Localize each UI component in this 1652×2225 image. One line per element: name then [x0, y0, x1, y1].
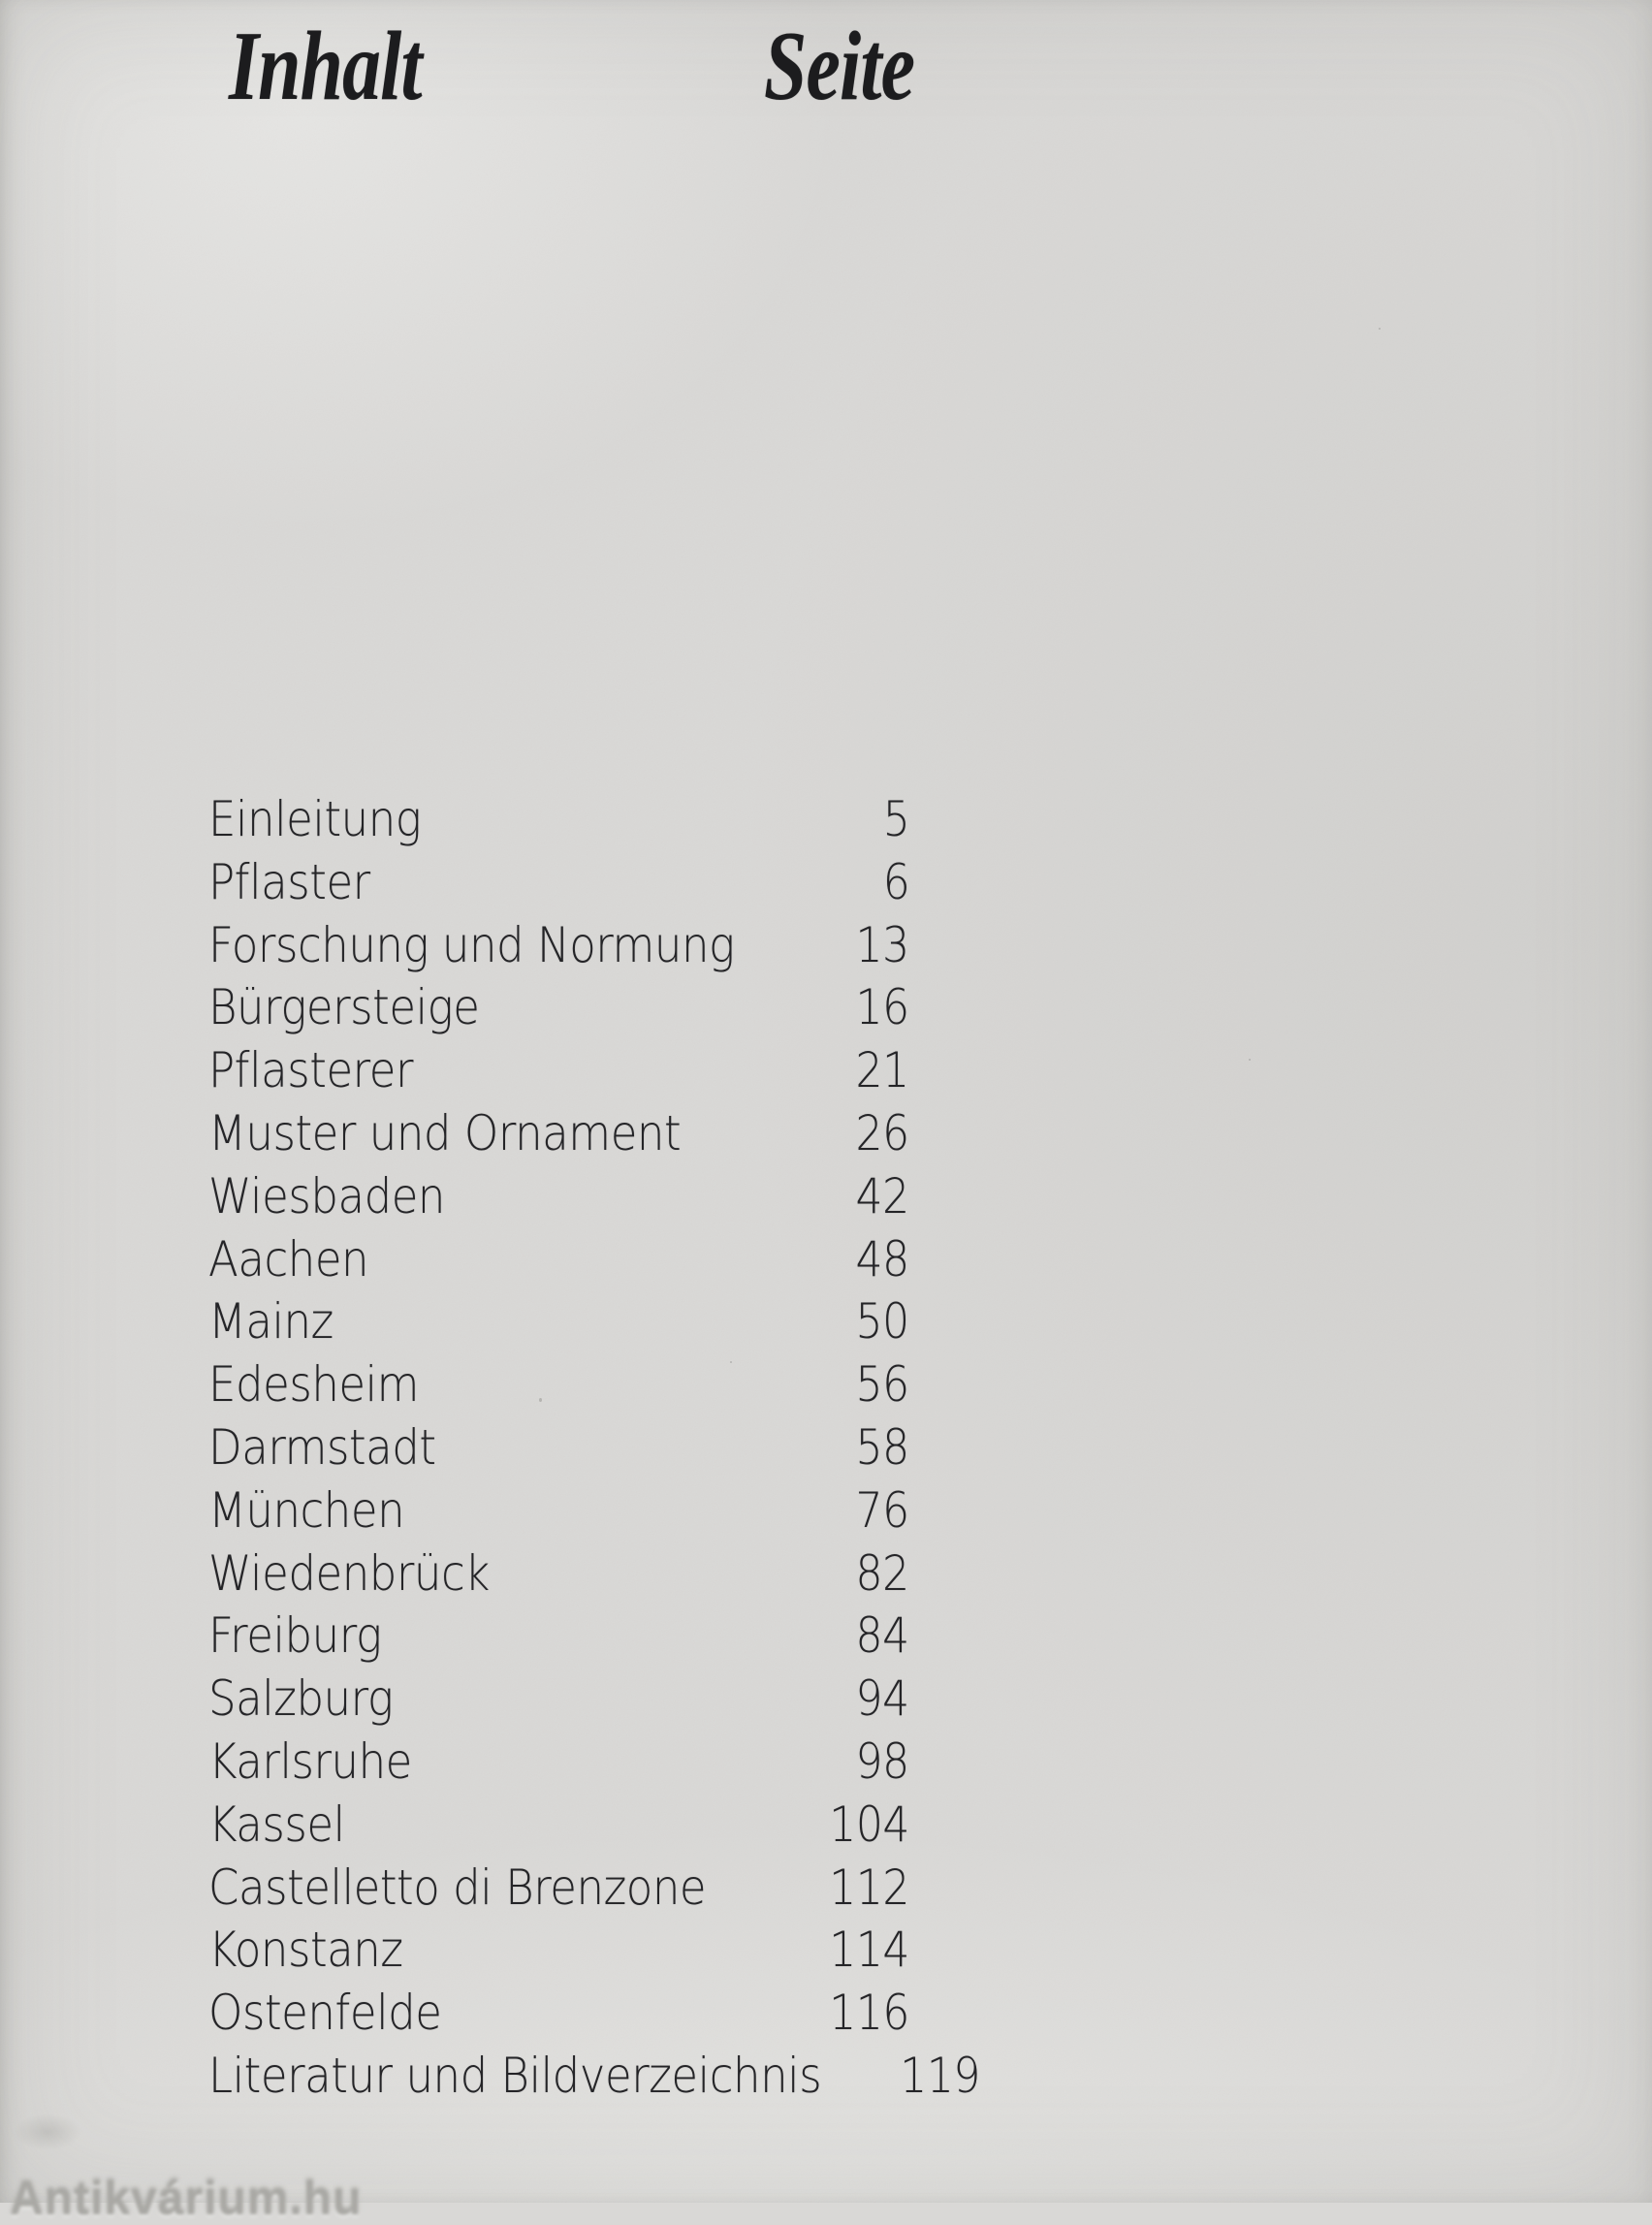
toc-entry-title: Karlsruhe	[208, 1732, 412, 1790]
toc-entry-title: Forschung und Normung	[208, 916, 735, 973]
toc-row: Ostenfelde 116	[208, 1982, 909, 2045]
toc-row: Freiburg 84	[208, 1605, 909, 1668]
toc-entry-page-number: 48	[855, 1230, 910, 1287]
toc-entry-page-number: 50	[855, 1293, 910, 1351]
toc-row: Pflaster 6	[208, 851, 909, 914]
toc-entry-title: Muster und Ornament	[208, 1104, 682, 1161]
toc-entry-page-number: 119	[900, 2047, 981, 2104]
scan-speck	[1249, 1059, 1251, 1061]
toc-entry-title: Pflaster	[208, 853, 370, 910]
toc-entry-title: Ostenfelde	[208, 1985, 442, 2042]
toc-row: Bürgersteige 16	[208, 976, 909, 1039]
toc-entry-title: Konstanz	[208, 1922, 403, 1979]
toc-entry-page-number: 56	[855, 1356, 910, 1414]
scan-speck	[1379, 328, 1381, 330]
toc-entry-page-number: 84	[855, 1607, 910, 1665]
toc-entry-page-number: 58	[855, 1418, 910, 1476]
toc-row: Wiedenbrück 82	[208, 1542, 909, 1605]
toc-entry-page-number: 104	[829, 1796, 909, 1853]
watermark-text: Antikvárium.hu	[10, 2174, 363, 2225]
toc-row: München 76	[208, 1479, 909, 1542]
toc-list: Einleitung 5 Pflaster 6 Forschung und Normun…	[208, 788, 981, 2108]
toc-row: Konstanz 114	[208, 1919, 909, 1982]
toc-entry-page-number: 42	[855, 1167, 910, 1224]
toc-entry-title: Wiedenbrück	[208, 1544, 490, 1602]
toc-row: Karlsruhe 98	[208, 1731, 909, 1794]
toc-row: Mainz 50	[208, 1290, 909, 1353]
toc-row: Kassel 104	[208, 1794, 909, 1857]
toc-entry-title: München	[208, 1481, 405, 1539]
toc-row: Edesheim 56	[208, 1353, 909, 1416]
toc-entry-title: Einleitung	[208, 791, 422, 847]
toc-row: Muster und Ornament 26	[208, 1102, 909, 1165]
scan-speck	[730, 1361, 732, 1363]
toc-header-row: Inhalt Seite	[0, 0, 1652, 126]
toc-entry-title: Salzburg	[208, 1670, 394, 1728]
toc-entry-page-number: 5	[882, 791, 909, 847]
toc-entry-title: Darmstadt	[208, 1418, 436, 1476]
toc-entry-title: Literatur und Bildverzeichnis	[208, 2047, 822, 2104]
toc-entry-page-number: 94	[855, 1670, 910, 1728]
toc-entry-page-number: 114	[829, 1922, 909, 1979]
page-column-heading: Seite	[764, 12, 915, 121]
toc-entry-page-number: 76	[855, 1481, 910, 1539]
toc-entry-page-number: 116	[829, 1985, 909, 2042]
scan-speck	[539, 1398, 542, 1402]
toc-entry-page-number: 26	[855, 1104, 910, 1161]
toc-entry-title: Mainz	[208, 1293, 334, 1351]
toc-entry-page-number: 6	[882, 853, 909, 910]
toc-entry-title: Aachen	[208, 1230, 369, 1287]
toc-entry-title: Bürgersteige	[208, 979, 480, 1036]
toc-row: Forschung und Normung 13	[208, 914, 909, 977]
toc-entry-page-number: 13	[855, 916, 910, 973]
toc-entry-title: Edesheim	[208, 1356, 420, 1414]
toc-row: Salzburg 94	[208, 1668, 909, 1731]
toc-entry-page-number: 21	[855, 1042, 910, 1099]
toc-entry-page-number: 112	[829, 1859, 909, 1916]
toc-row: Einleitung 5	[208, 788, 909, 851]
toc-row: Wiesbaden 42	[208, 1165, 909, 1228]
toc-row: Castelletto di Brenzone 112	[208, 1857, 909, 1920]
toc-entry-title: Pflasterer	[208, 1042, 414, 1099]
toc-row: Darmstadt 58	[208, 1416, 909, 1479]
toc-row: Pflasterer 21	[208, 1039, 909, 1102]
toc-row: Aachen 48	[208, 1228, 909, 1291]
contents-heading: Inhalt	[229, 12, 423, 121]
toc-entry-page-number: 82	[855, 1544, 910, 1602]
toc-entry-page-number: 16	[855, 979, 910, 1036]
toc-entry-page-number: 98	[855, 1732, 910, 1790]
toc-entry-title: Castelletto di Brenzone	[208, 1859, 707, 1916]
scan-speck	[628, 1125, 631, 1128]
toc-row: Literatur und Bildverzeichnis 119	[208, 2045, 981, 2108]
scan-smudge	[14, 2114, 81, 2150]
toc-entry-title: Kassel	[208, 1796, 345, 1853]
toc-entry-title: Wiesbaden	[208, 1167, 446, 1224]
toc-entry-title: Freiburg	[208, 1607, 382, 1665]
